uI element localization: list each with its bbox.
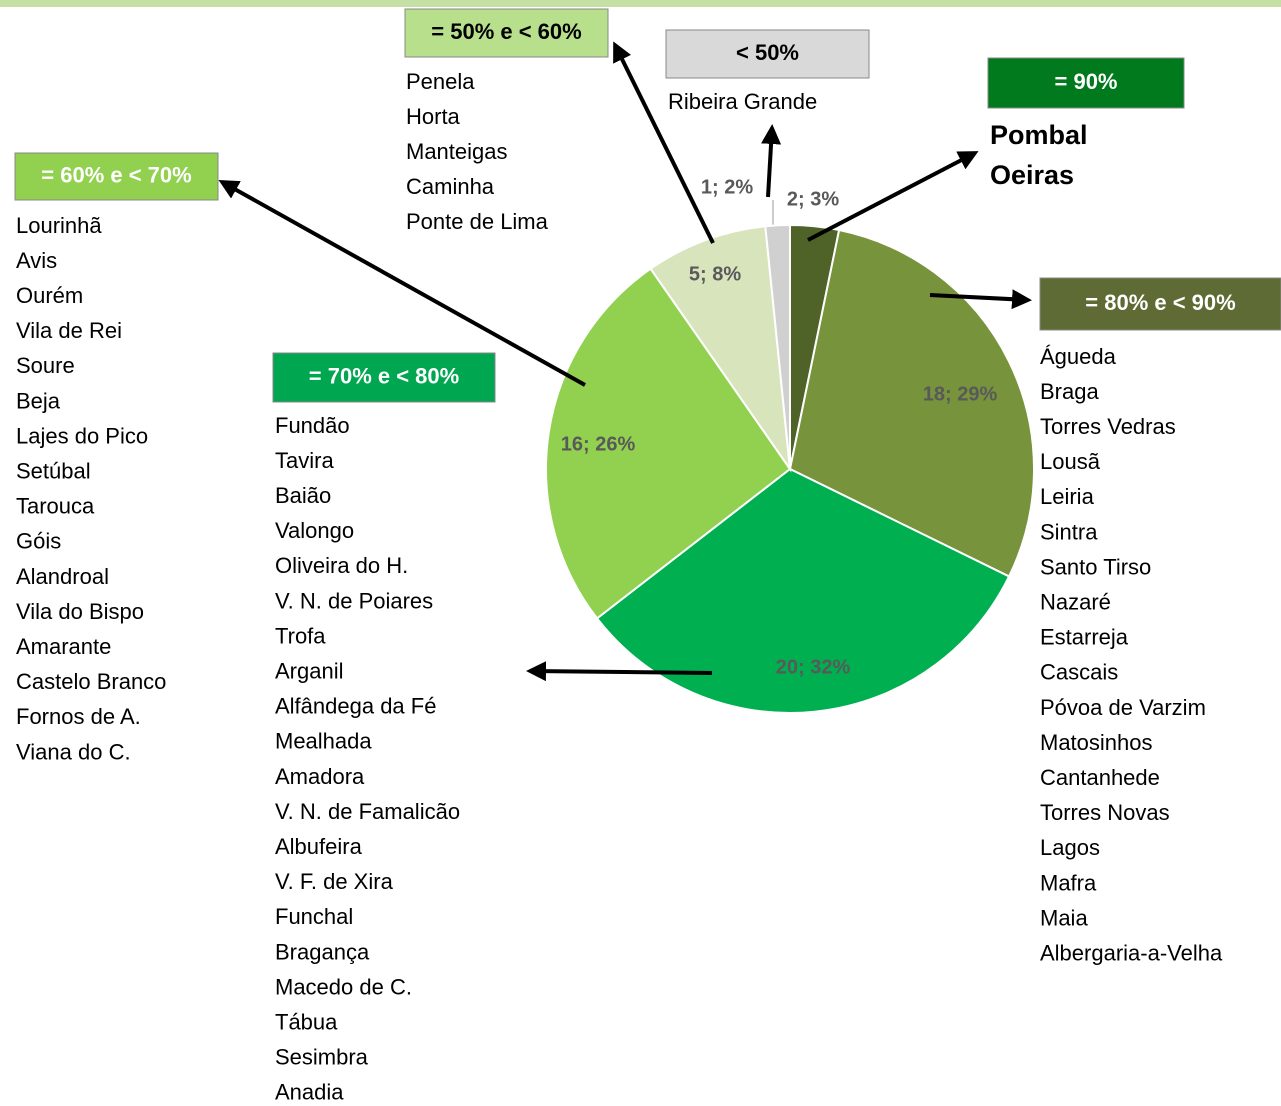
list-item: Valongo (275, 518, 354, 543)
list-item: Anadia (275, 1080, 344, 1105)
list-item: Fornos de A. (16, 704, 141, 729)
legend-label: = 90% (1055, 69, 1118, 94)
arrow (929, 289, 1032, 310)
list-item: Vila de Rei (16, 318, 122, 343)
legend-box (665, 29, 870, 79)
list-item: Soure (16, 353, 75, 378)
legend-box (987, 57, 1185, 109)
list-item: Avis (16, 248, 57, 273)
legend-label: < 50% (736, 40, 799, 65)
data-label: 18; 29% (923, 383, 998, 405)
list-item: Santo Tirso (1040, 554, 1151, 579)
list-item: Trofa (275, 623, 326, 648)
list-item: Oeiras (990, 160, 1074, 190)
legend-label: = 60% e < 70% (41, 162, 191, 187)
data-label: 2; 3% (787, 188, 839, 210)
list-item: Viana do C. (16, 739, 131, 764)
list-item: Sintra (1040, 519, 1098, 544)
list-item: Torres Vedras (1040, 414, 1176, 439)
list-item: Góis (16, 529, 61, 554)
list-item: Tarouca (16, 494, 95, 519)
list-item: Lousã (1040, 449, 1101, 474)
list-item: Albergaria-a-Velha (1040, 941, 1223, 966)
list-item: Póvoa de Varzim (1040, 695, 1206, 720)
list-item: Sesimbra (275, 1045, 369, 1070)
top-band (0, 0, 1281, 7)
list-item: Maia (1040, 905, 1088, 930)
arrow (526, 661, 713, 682)
list-item: Funchal (275, 904, 353, 929)
pie-slice (788, 228, 1035, 578)
list-item: Setúbal (16, 459, 91, 484)
list-item: Torres Novas (1040, 800, 1170, 825)
list-item: Lajes do Pico (16, 423, 148, 448)
list-item: Lourinhã (16, 213, 102, 238)
legend-box (14, 152, 219, 201)
list-item: Pombal (990, 120, 1088, 150)
arrow (613, 41, 715, 244)
arrow (218, 180, 586, 387)
legend-label: = 80% e < 90% (1085, 290, 1235, 315)
list-item: Manteigas (406, 139, 508, 164)
list-item: V. F. de Xira (275, 869, 394, 894)
list-item: Alfândega da Fé (275, 694, 436, 719)
legend-label: = 70% e < 80% (309, 363, 459, 388)
arrow (807, 151, 979, 242)
list-item: Castelo Branco (16, 669, 166, 694)
list-item: Cantanhede (1040, 765, 1160, 790)
legend-box (272, 352, 496, 403)
list-item: Braga (1040, 379, 1099, 404)
data-label: 16; 26% (561, 433, 636, 455)
legend-box (404, 8, 609, 58)
list-item: Nazaré (1040, 590, 1111, 615)
list-item: Mafra (1040, 870, 1097, 895)
list-item: Águeda (1040, 344, 1117, 369)
list-item: Tavira (275, 448, 334, 473)
pie-slice (764, 223, 791, 470)
list-item: Fundão (275, 413, 350, 438)
data-label: 20; 32% (776, 656, 851, 678)
list-item: V. N. de Poiares (275, 588, 433, 613)
list-item: Macedo de C. (275, 974, 412, 999)
pie-slice (649, 225, 792, 473)
data-label: 5; 8% (689, 263, 741, 285)
list-item: V. N. de Famalicão (275, 799, 460, 824)
list-item: Albufeira (275, 834, 363, 859)
list-item: Ribeira Grande (668, 89, 817, 114)
list-item: Oliveira do H. (275, 553, 408, 578)
list-item: Penela (406, 69, 475, 94)
list-item: Bragança (275, 939, 370, 964)
list-item: Beja (16, 388, 61, 413)
list-item: Horta (406, 104, 461, 129)
list-item: Tábua (275, 1010, 338, 1035)
list-item: Baião (275, 483, 331, 508)
list-item: Amarante (16, 634, 111, 659)
pie-slice (545, 267, 792, 620)
arrow (761, 124, 782, 198)
list-item: Amadora (275, 764, 365, 789)
list-item: Leiria (1040, 484, 1095, 509)
list-item: Mealhada (275, 729, 372, 754)
list-item: Matosinhos (1040, 730, 1153, 755)
list-item: Ponte de Lima (406, 209, 549, 234)
list-item: Vila do Bispo (16, 599, 144, 624)
pie-slice (595, 467, 1011, 714)
list-item: Lagos (1040, 835, 1100, 860)
list-item: Arganil (275, 659, 343, 684)
legend-label: = 50% e < 60% (431, 19, 581, 44)
list-item: Estarreja (1040, 625, 1129, 650)
legend-box (1039, 277, 1281, 331)
list-item: Cascais (1040, 660, 1118, 685)
list-item: Caminha (406, 174, 495, 199)
list-item: Alandroal (16, 564, 109, 589)
data-label: 1; 2% (701, 176, 753, 198)
list-item: Ourém (16, 283, 83, 308)
